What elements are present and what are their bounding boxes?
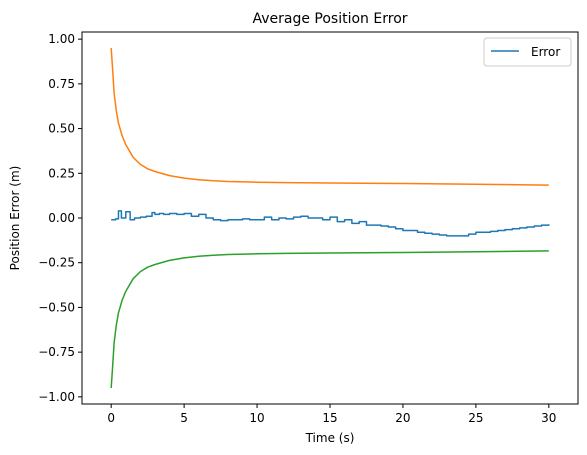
- y-tick-label: −0.50: [38, 300, 75, 314]
- y-tick-label: 1.00: [48, 32, 75, 46]
- x-tick-label: 5: [180, 411, 188, 425]
- y-tick-label: 0.50: [48, 122, 75, 136]
- legend: Error: [483, 37, 572, 67]
- chart-title: Average Position Error: [252, 11, 407, 27]
- x-axis-title: Time (s): [305, 431, 355, 445]
- y-axis: 1.00 0.75 0.50 0.25 0.00 −0.25 −0.50 −0.75 −1.00: [38, 32, 82, 404]
- x-axis: 0 5 10 15 20 25 30: [107, 404, 556, 425]
- y-tick-label: 0.00: [48, 211, 75, 225]
- plot-area: [110, 48, 550, 388]
- x-tick-label: 15: [322, 411, 337, 425]
- y-tick-label: 0.25: [48, 166, 75, 180]
- series-line-upper-bound: [110, 48, 549, 186]
- y-tick-label: −1.00: [38, 390, 75, 404]
- y-tick-label: 0.75: [48, 77, 75, 91]
- series-line-lower-bound: [110, 250, 549, 388]
- y-tick-label: −0.25: [38, 256, 75, 270]
- legend-box: [483, 37, 572, 67]
- series-line-error: [111, 210, 550, 237]
- legend-label-error: Error: [531, 45, 560, 59]
- x-tick-label: 0: [107, 411, 115, 425]
- x-tick-label: 10: [249, 411, 264, 425]
- x-tick-label: 25: [468, 411, 483, 425]
- x-tick-label: 20: [395, 411, 410, 425]
- y-tick-label: −0.75: [38, 345, 75, 359]
- y-axis-title: Position Error (m): [8, 166, 22, 271]
- x-tick-label: 30: [541, 411, 556, 425]
